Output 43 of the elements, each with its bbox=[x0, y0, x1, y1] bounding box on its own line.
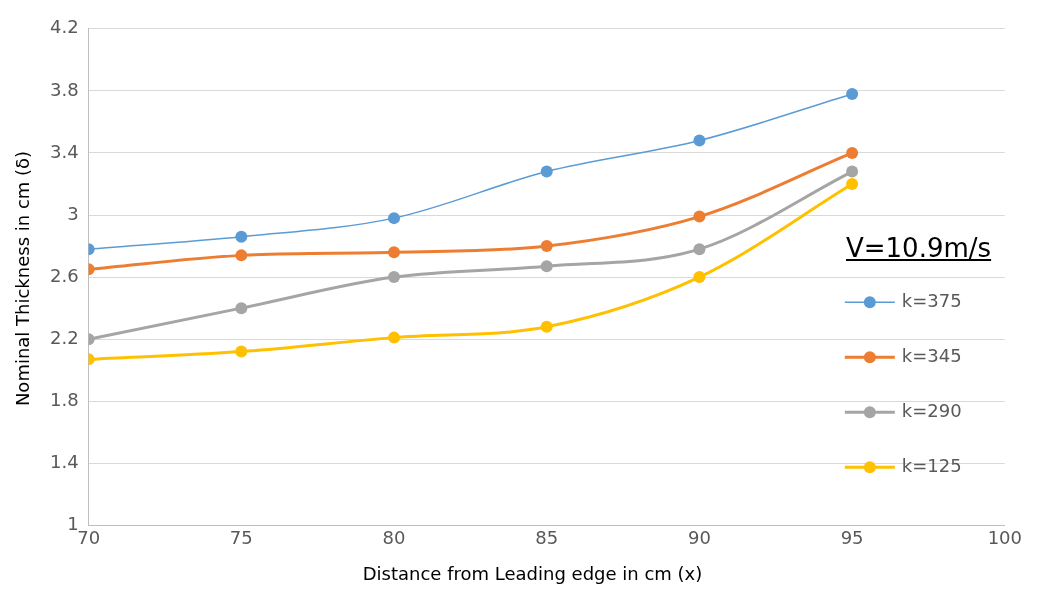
point bbox=[235, 302, 248, 315]
legend-title: V=10.9m/s bbox=[846, 233, 992, 263]
x-tick-label: 80 bbox=[382, 526, 406, 548]
point bbox=[540, 320, 553, 333]
x-tick-label: 95 bbox=[840, 526, 864, 548]
point bbox=[693, 243, 706, 256]
point bbox=[846, 177, 859, 190]
legend-label: k=345 bbox=[901, 344, 962, 366]
y-tick-label: 1.8 bbox=[49, 388, 79, 410]
y-tick-label: 2.2 bbox=[49, 326, 79, 348]
x-tick-label: 100 bbox=[987, 526, 1022, 548]
x-tick-label: 85 bbox=[535, 526, 559, 548]
y-tick-label: 2.6 bbox=[49, 264, 79, 286]
x-tick-label: 70 bbox=[77, 526, 101, 548]
point bbox=[846, 146, 859, 159]
legend-label: k=125 bbox=[901, 454, 962, 476]
point bbox=[388, 331, 401, 344]
y-tick-label: 1 bbox=[67, 513, 79, 535]
point bbox=[235, 230, 248, 243]
x-axis-title: Distance from Leading edge in cm (x) bbox=[361, 563, 704, 584]
x-tick-label: 90 bbox=[687, 526, 711, 548]
point bbox=[540, 165, 553, 178]
y-tick-label: 3 bbox=[67, 202, 79, 224]
y-tick-label: 4.2 bbox=[49, 16, 79, 38]
point bbox=[388, 246, 401, 259]
legend-label: k=375 bbox=[901, 289, 962, 311]
point bbox=[846, 165, 859, 178]
point bbox=[846, 87, 859, 100]
point bbox=[235, 249, 248, 262]
point bbox=[540, 260, 553, 273]
point bbox=[388, 271, 401, 284]
y-tick-label: 1.4 bbox=[49, 451, 79, 472]
y-tick-label: 3.4 bbox=[49, 140, 79, 162]
y-tick-label: 3.8 bbox=[49, 78, 79, 100]
point bbox=[693, 210, 706, 223]
y-axis-title: Nominal Thickness in cm (δ) bbox=[12, 150, 34, 406]
point bbox=[693, 134, 706, 147]
x-tick-label: 75 bbox=[229, 526, 253, 548]
point bbox=[235, 345, 248, 358]
legend-label: k=290 bbox=[901, 399, 962, 421]
point bbox=[540, 240, 553, 253]
point bbox=[388, 212, 401, 225]
point bbox=[693, 271, 706, 284]
